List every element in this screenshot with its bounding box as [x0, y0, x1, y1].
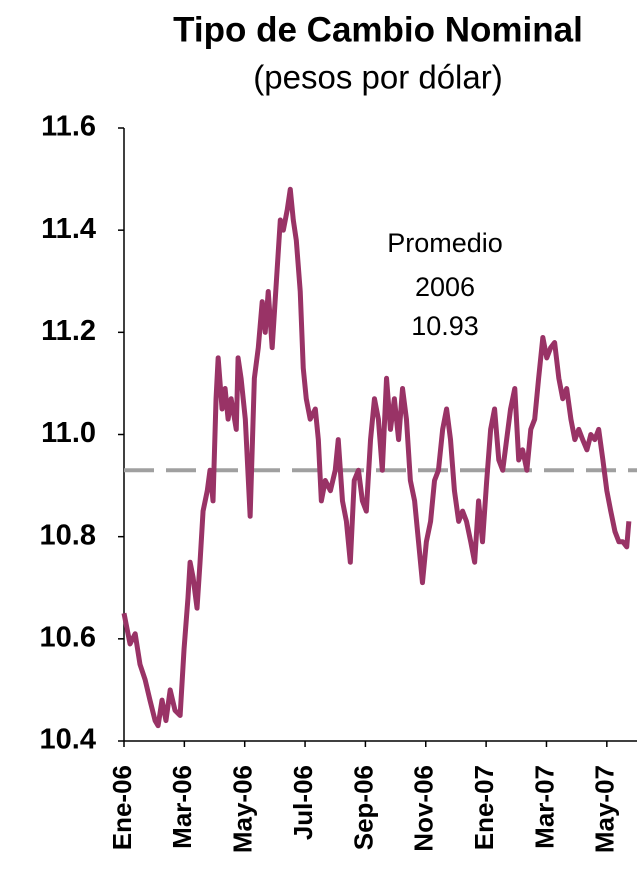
- reference-label: 10.93: [411, 311, 479, 341]
- x-tick-label: Sep-06: [348, 765, 378, 850]
- x-tick-label: May-06: [228, 765, 258, 853]
- y-tick-label: 11.2: [41, 315, 96, 347]
- y-tick-label: 10.8: [40, 519, 96, 551]
- x-tick-label: Jul-06: [288, 765, 318, 840]
- x-tick-label: Ene-06: [107, 765, 137, 850]
- line-series: [121, 186, 632, 729]
- annotation: 2006: [415, 272, 475, 302]
- x-tick-label: Nov-06: [409, 765, 439, 852]
- annotation: Promedio: [387, 228, 503, 258]
- x-tick-label: Mar-07: [529, 765, 559, 849]
- x-tick-label: Ene-07: [469, 765, 499, 850]
- y-tick-label: 10.6: [40, 621, 96, 653]
- y-tick-label: 10.4: [40, 724, 96, 756]
- y-tick-label: 11.6: [41, 111, 96, 143]
- x-tick-label: May-07: [590, 765, 620, 853]
- y-tick-label: 11.0: [41, 417, 96, 449]
- x-tick-label: Mar-06: [167, 765, 197, 849]
- chart-title: Tipo de Cambio Nominal: [173, 10, 583, 49]
- chart-subtitle: (pesos por dólar): [253, 59, 502, 96]
- y-tick-label: 11.4: [41, 213, 96, 245]
